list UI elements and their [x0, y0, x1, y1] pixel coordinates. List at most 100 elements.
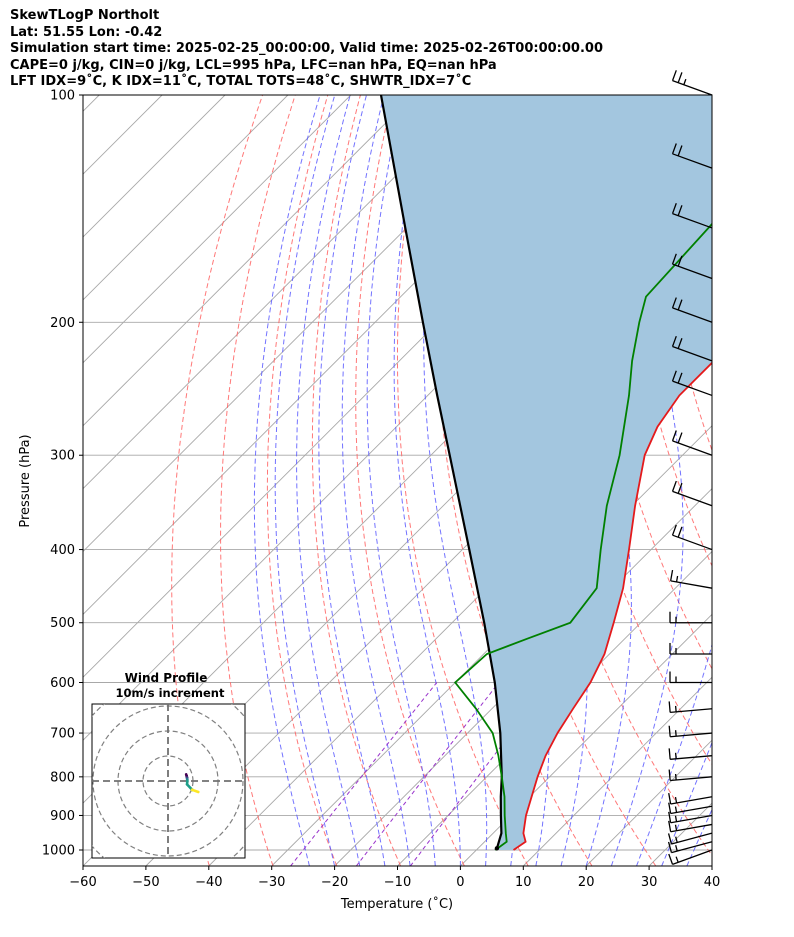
y-tick-label: 700 — [50, 727, 75, 742]
barb-staff — [672, 345, 713, 362]
wind-barb — [668, 769, 713, 782]
isotherm-line — [83, 95, 477, 490]
barb-feather — [677, 338, 683, 349]
wind-barb — [668, 748, 713, 760]
lcl-marker — [494, 846, 500, 851]
dry-adiabat — [719, 95, 794, 866]
wind-barb — [671, 143, 713, 169]
x-tick-label: −40 — [195, 875, 222, 890]
cape-cin-area — [381, 95, 712, 850]
mixing-ratio-line — [355, 682, 500, 866]
chart-title: SkewTLogP Northolt — [10, 8, 160, 23]
x-tick-label: 30 — [641, 875, 658, 890]
cape-shading — [381, 95, 712, 850]
moist-adiabat — [366, 95, 436, 866]
wind-barb — [668, 793, 713, 805]
barb-feather — [667, 841, 673, 853]
isotherm-line — [711, 865, 712, 866]
barb-staff — [672, 307, 713, 323]
barb-staff — [670, 823, 713, 833]
moist-adiabat — [661, 741, 712, 866]
barb-feather — [675, 575, 679, 583]
barb-staff — [670, 755, 713, 760]
barb-feather — [671, 143, 677, 155]
y-tick-label: 400 — [50, 543, 75, 558]
moist-adiabat — [711, 864, 712, 866]
wind-barb — [667, 832, 713, 845]
barb-staff — [672, 263, 713, 280]
wind-barb — [668, 701, 713, 714]
barb-staff — [670, 580, 713, 589]
y-tick-label: 600 — [50, 676, 75, 691]
mixing-ratio-line — [290, 682, 438, 866]
y-tick-label: 900 — [50, 809, 75, 824]
wind-barb — [671, 480, 713, 507]
barb-feather — [668, 811, 672, 823]
barb-feather — [671, 253, 677, 265]
barb-feather — [671, 430, 677, 442]
isotherm-line — [460, 613, 712, 866]
moist-adiabat — [274, 95, 336, 866]
wind-barb — [668, 725, 713, 738]
wind-barb — [671, 253, 713, 280]
wind-barb — [671, 70, 713, 96]
dry-adiabat — [355, 95, 465, 866]
barb-feather — [671, 70, 677, 81]
barb-feather — [668, 802, 672, 814]
x-tick-label: −50 — [132, 875, 159, 890]
dry-adiabat — [219, 95, 296, 866]
barb-feather — [675, 836, 678, 843]
barb-staff — [670, 708, 713, 714]
barb-feather — [677, 526, 683, 538]
dry-adiabat — [171, 95, 264, 866]
barb-staff — [670, 814, 713, 824]
time-line: Simulation start time: 2025-02-25_00:00:… — [10, 41, 603, 56]
dry-adiabat — [784, 95, 794, 866]
isotherm-line — [83, 95, 226, 238]
x-tick-label: −30 — [258, 875, 285, 890]
barb-staff — [670, 732, 713, 738]
isotherm-line — [83, 95, 100, 112]
isotherm-line — [83, 95, 352, 364]
dry-adiabat — [311, 95, 402, 866]
barb-staff — [672, 380, 713, 397]
barb-feather — [677, 205, 683, 216]
wind-barb — [668, 849, 713, 865]
axes: −60 −50 −40 −30 −20 −10 0 10 20 30 40 100 200 300 400 5… — [42, 89, 720, 891]
wind-barb — [669, 671, 712, 684]
y-axis-label: Pressure (hPa) — [18, 434, 33, 527]
isotherm-line — [83, 95, 415, 427]
barb-feather — [669, 569, 674, 581]
barb-staff — [670, 805, 713, 815]
moist-adiabat — [686, 808, 712, 866]
isotherm-line — [83, 95, 289, 301]
y-tick-label: 800 — [50, 770, 75, 785]
barb-feather — [674, 815, 678, 822]
barb-staff — [671, 832, 713, 845]
barb-staff — [672, 849, 713, 865]
wind-barb — [667, 841, 713, 854]
wind-barb — [669, 611, 712, 624]
barb-feather — [674, 705, 677, 712]
barb-staff — [672, 490, 713, 507]
moist-adiabat — [318, 95, 386, 866]
cape-line: CAPE=0 j/kg, CIN=0 j/kg, LCL=995 hPa, LF… — [10, 57, 497, 73]
barb-staff — [670, 796, 713, 805]
barb-feather — [674, 796, 678, 804]
y-tick-label: 100 — [50, 89, 75, 104]
wind-barb — [671, 335, 713, 362]
isotherm-line — [334, 487, 712, 866]
moist-adiabat — [253, 95, 321, 866]
barb-feather — [671, 297, 677, 309]
barb-feather — [677, 299, 683, 311]
profile-lines — [379, 95, 712, 851]
x-tick-label: −20 — [321, 875, 348, 890]
barb-feather — [671, 335, 677, 347]
x-tick-label: 0 — [456, 875, 464, 890]
barb-feather — [668, 748, 671, 760]
dry-adiabat — [513, 95, 712, 857]
barb-staff — [671, 841, 713, 854]
barb-feather — [668, 769, 671, 781]
barb-staff — [670, 776, 713, 782]
